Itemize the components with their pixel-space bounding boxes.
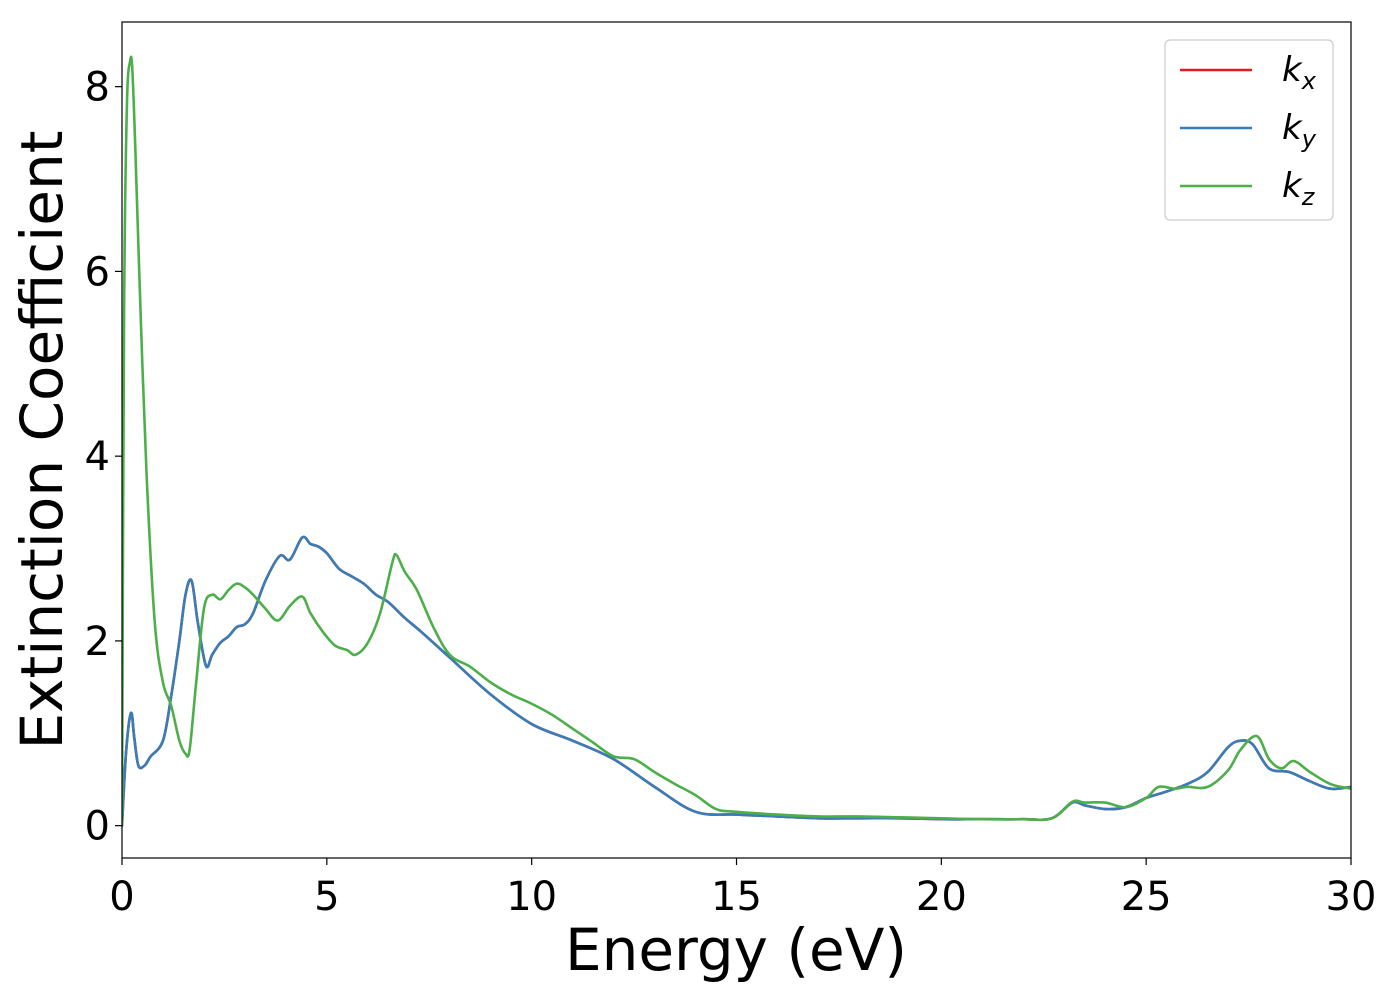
x-tick-label: 30 [1326,874,1377,920]
x-tick-label: 5 [314,874,339,920]
series-lines [122,55,1351,827]
y-tick-label: 6 [85,249,110,295]
x-tick-label: 25 [1121,874,1172,920]
series-line-ky [122,535,1351,827]
y-axis-title: Extinction Coefficient [8,131,76,750]
y-tick-label: 4 [85,434,110,480]
y-axis: 0 2 4 6 8 [85,65,122,850]
x-tick-label: 0 [109,874,134,920]
y-tick-label: 2 [85,619,110,665]
x-tick-label: 10 [506,874,557,920]
x-tick-label: 20 [916,874,967,920]
legend-label-kx: kx [1282,50,1317,95]
y-tick-label: 0 [85,804,110,850]
x-axis-title: Energy (eV) [565,916,907,984]
legend: kx ky kz [1164,39,1334,221]
legend-label-ky: ky [1282,108,1317,153]
legend-box [1164,39,1334,221]
legend-label-kz: kz [1282,166,1316,211]
series-line-kz [122,55,1351,827]
series-line-kx [122,535,1351,827]
x-tick-label: 15 [711,874,762,920]
x-axis: 0 5 10 15 20 25 30 [109,858,1376,920]
y-tick-label: 8 [85,65,110,111]
